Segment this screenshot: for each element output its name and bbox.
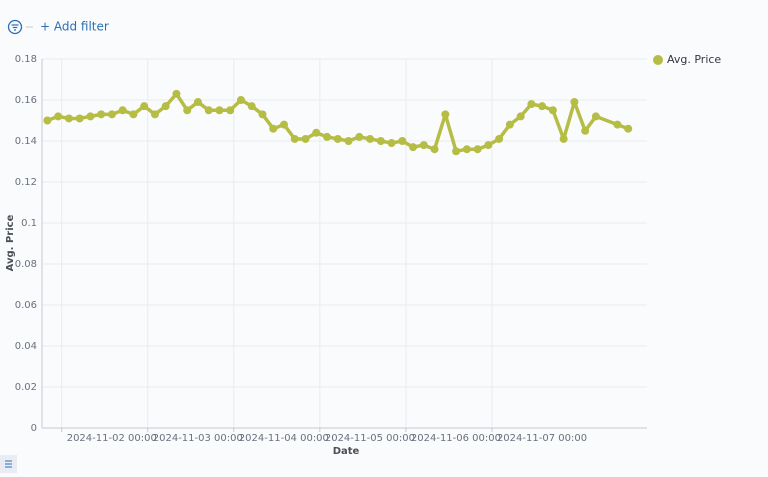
x-axis-title: Date bbox=[333, 446, 360, 457]
x-tick-label: 2024-11-06 00:00 bbox=[411, 433, 501, 444]
x-tick-label: 2024-11-05 00:00 bbox=[325, 433, 415, 444]
legend-swatch bbox=[653, 55, 663, 65]
legend-label: Avg. Price bbox=[667, 53, 721, 66]
y-tick-label: 0.06 bbox=[15, 300, 37, 311]
x-tick-label: 2024-11-03 00:00 bbox=[153, 433, 243, 444]
data-point bbox=[64, 114, 73, 123]
data-point bbox=[376, 137, 385, 145]
y-tick-label: 0.12 bbox=[15, 177, 37, 188]
data-point bbox=[290, 134, 299, 143]
data-point bbox=[366, 134, 375, 143]
data-point bbox=[527, 100, 536, 109]
data-point bbox=[312, 128, 321, 137]
data-point bbox=[387, 139, 396, 148]
data-point bbox=[280, 120, 288, 129]
data-point bbox=[570, 98, 579, 107]
data-point bbox=[107, 110, 116, 119]
y-tick-label: 0.02 bbox=[15, 382, 37, 393]
y-tick-label: 0.18 bbox=[15, 54, 37, 65]
y-axis-title: Avg. Price bbox=[5, 214, 16, 271]
data-point bbox=[613, 120, 622, 129]
data-point bbox=[441, 110, 450, 119]
data-point bbox=[150, 110, 159, 119]
data-point bbox=[118, 106, 127, 115]
data-point bbox=[258, 110, 267, 119]
data-point bbox=[559, 134, 568, 143]
data-point bbox=[505, 120, 514, 129]
data-point bbox=[215, 106, 224, 115]
y-tick-label: 0.04 bbox=[15, 341, 37, 352]
data-point bbox=[183, 106, 192, 115]
x-tick-label: 2024-11-04 00:00 bbox=[239, 433, 329, 444]
x-tick-label: 2024-11-02 00:00 bbox=[67, 433, 157, 444]
data-point bbox=[236, 96, 245, 104]
y-tick-label: 0 bbox=[31, 423, 37, 434]
data-point bbox=[97, 110, 106, 119]
data-point bbox=[624, 124, 633, 133]
data-point bbox=[430, 145, 439, 154]
data-point bbox=[54, 112, 63, 121]
data-point bbox=[538, 102, 547, 111]
data-point bbox=[355, 132, 364, 141]
data-point bbox=[247, 102, 256, 111]
data-point bbox=[140, 102, 149, 111]
data-point bbox=[495, 134, 504, 143]
data-point bbox=[129, 110, 138, 119]
data-point bbox=[462, 145, 471, 154]
add-filter[interactable]: + Add filter bbox=[40, 20, 109, 34]
data-point bbox=[226, 106, 235, 115]
data-point bbox=[591, 112, 600, 121]
data-point bbox=[548, 106, 557, 115]
data-point bbox=[75, 114, 84, 123]
y-tick-label: 0.16 bbox=[15, 95, 37, 106]
y-tick-label: 0.1 bbox=[21, 218, 37, 229]
data-point bbox=[301, 134, 310, 143]
data-point bbox=[204, 106, 213, 115]
y-tick-label: 0.14 bbox=[15, 136, 37, 147]
data-point bbox=[581, 126, 590, 135]
data-point bbox=[269, 124, 278, 133]
filter-button[interactable] bbox=[7, 19, 23, 35]
data-point bbox=[409, 143, 418, 152]
data-point bbox=[344, 137, 353, 145]
y-tick-label: 0.08 bbox=[15, 259, 37, 270]
x-tick-label: 2024-11-07 00:00 bbox=[497, 433, 587, 444]
data-point bbox=[161, 102, 170, 111]
data-point bbox=[323, 132, 332, 141]
data-point bbox=[333, 134, 342, 143]
data-point bbox=[86, 112, 95, 121]
data-point bbox=[172, 89, 181, 98]
data-point bbox=[484, 141, 493, 150]
data-point bbox=[473, 145, 482, 154]
data-point bbox=[516, 112, 525, 121]
data-point bbox=[43, 116, 52, 125]
data-point bbox=[419, 141, 428, 150]
data-point bbox=[193, 98, 202, 107]
list-icon[interactable] bbox=[0, 455, 17, 473]
data-point bbox=[398, 137, 407, 145]
data-point bbox=[452, 147, 461, 156]
